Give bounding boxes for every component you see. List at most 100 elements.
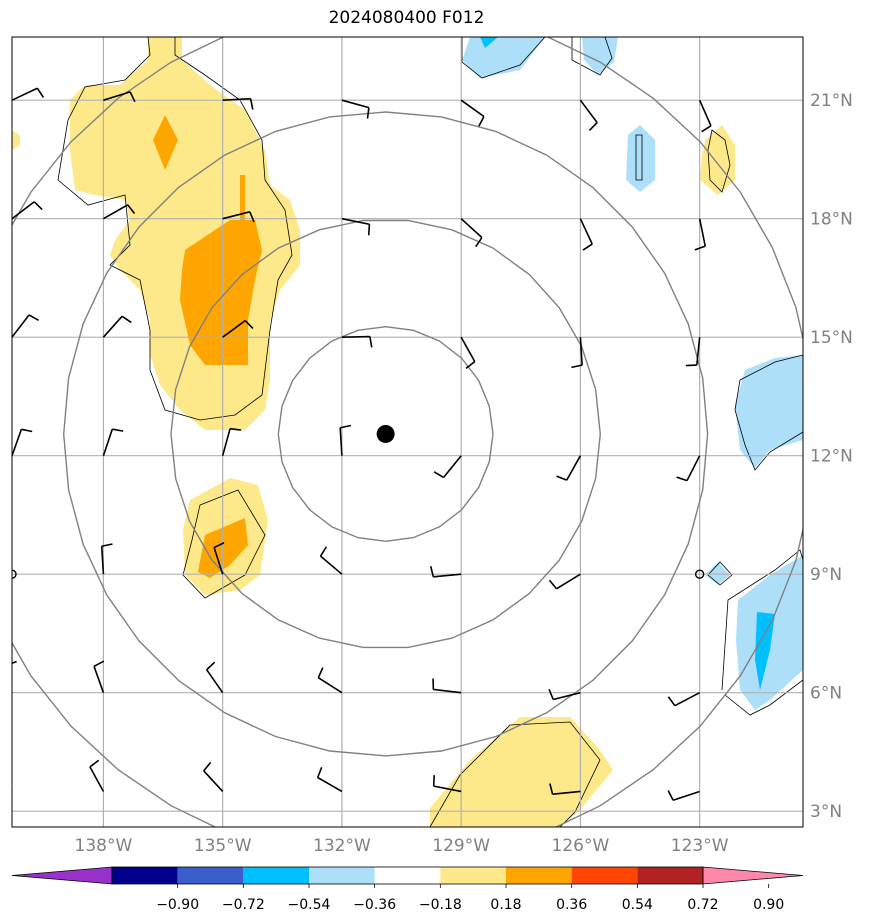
positive-anomaly-region <box>430 717 613 827</box>
colorbar-tick-label: −0.72 <box>222 897 265 913</box>
lat-label: 12°N <box>810 447 853 467</box>
wind-barb <box>203 761 224 792</box>
wind-barb <box>685 337 701 367</box>
wind-barb <box>548 689 581 701</box>
wind-barb <box>698 99 712 133</box>
wind-barb <box>460 218 483 248</box>
lon-label: 123°W <box>671 836 729 856</box>
wind-barb <box>12 569 17 579</box>
wind-barb <box>12 428 33 456</box>
wind-barb <box>93 660 105 693</box>
latitude-labels: 3°N 6°N 9°N 12°N 15°N 18°N 21°N <box>810 91 853 822</box>
contour-line <box>182 489 266 599</box>
wind-barb <box>103 204 136 220</box>
colorbar-segment <box>112 867 178 884</box>
contour-layer <box>57 37 803 827</box>
colorbar-segment <box>440 867 506 884</box>
contour-line <box>571 37 613 76</box>
wind-barb <box>12 87 45 101</box>
lon-label: 129°W <box>432 836 490 856</box>
wind-barb <box>12 201 43 220</box>
contour-line <box>739 354 803 381</box>
range-ring <box>277 325 494 543</box>
lat-label: 15°N <box>810 328 853 348</box>
lat-label: 3°N <box>810 802 842 822</box>
wind-barb <box>432 678 462 694</box>
wind-barb <box>221 427 242 456</box>
strong-negative-anomaly-region <box>480 37 498 48</box>
wind-barb <box>433 455 462 479</box>
colorbar-tick-label: 0.36 <box>556 897 587 913</box>
lat-label: 18°N <box>810 210 853 230</box>
colorbar-tick-label: −0.18 <box>419 897 462 913</box>
wind-barb <box>548 573 581 590</box>
wind-barb <box>676 455 701 482</box>
map-title: 2024080400 F012 <box>328 8 485 28</box>
colorbar: −0.90 −0.72 −0.54 −0.36 −0.18 0.18 0.36 0.54 0.7… <box>11 866 804 913</box>
wind-barbs <box>12 87 712 802</box>
wind-barb <box>206 661 224 694</box>
colorbar-frame <box>111 866 704 885</box>
wind-barb <box>549 783 581 796</box>
colorbar-segment <box>571 867 638 884</box>
colorbar-tick-label: 0.18 <box>490 897 521 913</box>
colorbar-extend-max <box>702 866 804 885</box>
colorbar-segment <box>506 867 572 884</box>
positive-anomaly-region <box>700 125 735 195</box>
lat-label: 21°N <box>810 91 853 111</box>
colorbar-tick-label: 0.90 <box>753 897 784 913</box>
wind-barb <box>694 218 707 251</box>
colorbar-extend-min <box>11 866 113 885</box>
negative-anomaly-region <box>626 125 655 192</box>
wind-barb <box>667 790 700 802</box>
wind-barb <box>667 691 701 707</box>
colorbar-tick-label: 0.54 <box>622 897 653 913</box>
wind-barb <box>556 455 582 481</box>
positive-anomaly-region <box>70 37 300 430</box>
wind-barb <box>429 565 462 578</box>
lon-label: 135°W <box>194 836 252 856</box>
anomaly-fill-layer <box>12 37 803 827</box>
longitude-labels: 138°W 135°W 132°W 129°W 126°W 123°W <box>75 836 729 856</box>
colorbar-tick-label: 0.72 <box>687 897 718 913</box>
positive-anomaly-region <box>12 130 20 150</box>
negative-anomaly-region <box>582 37 618 75</box>
contour-line <box>461 37 546 79</box>
negative-anomaly-region <box>462 37 545 78</box>
lon-label: 126°W <box>552 836 610 856</box>
range-ring <box>12 37 803 827</box>
wind-barb <box>432 775 462 793</box>
wind-barb <box>222 211 255 223</box>
colorbar-segment <box>374 867 441 884</box>
wind-barb <box>102 315 132 338</box>
contour-line <box>429 721 601 827</box>
contour-line <box>635 134 643 181</box>
wind-barb <box>579 218 593 251</box>
wind-barb <box>12 760 13 792</box>
colorbar-tick-label: −0.54 <box>288 897 331 913</box>
colorbar-tick-label: −0.90 <box>156 897 199 913</box>
wind-barb <box>102 428 124 456</box>
gridlines <box>12 37 803 827</box>
plot-frame <box>11 36 804 828</box>
contour-line <box>707 561 733 586</box>
wind-barb <box>579 99 598 131</box>
wind-barb <box>341 217 371 236</box>
wind-barb <box>316 766 343 793</box>
wind-barb <box>100 543 113 575</box>
lat-label: 9°N <box>810 565 842 585</box>
wind-barb <box>460 99 485 127</box>
range-ring <box>62 111 709 757</box>
range-ring <box>170 219 601 649</box>
wind-barb <box>12 314 40 338</box>
lat-label: 6°N <box>810 684 842 704</box>
colorbar-segment <box>243 867 309 884</box>
strong-positive-anomaly-region <box>240 175 245 225</box>
wind-barb <box>89 759 105 792</box>
contour-line <box>721 549 803 691</box>
wind-barb <box>341 99 370 119</box>
contour-line <box>734 379 803 471</box>
wind-barb <box>460 336 476 369</box>
wind-barb <box>222 319 254 338</box>
